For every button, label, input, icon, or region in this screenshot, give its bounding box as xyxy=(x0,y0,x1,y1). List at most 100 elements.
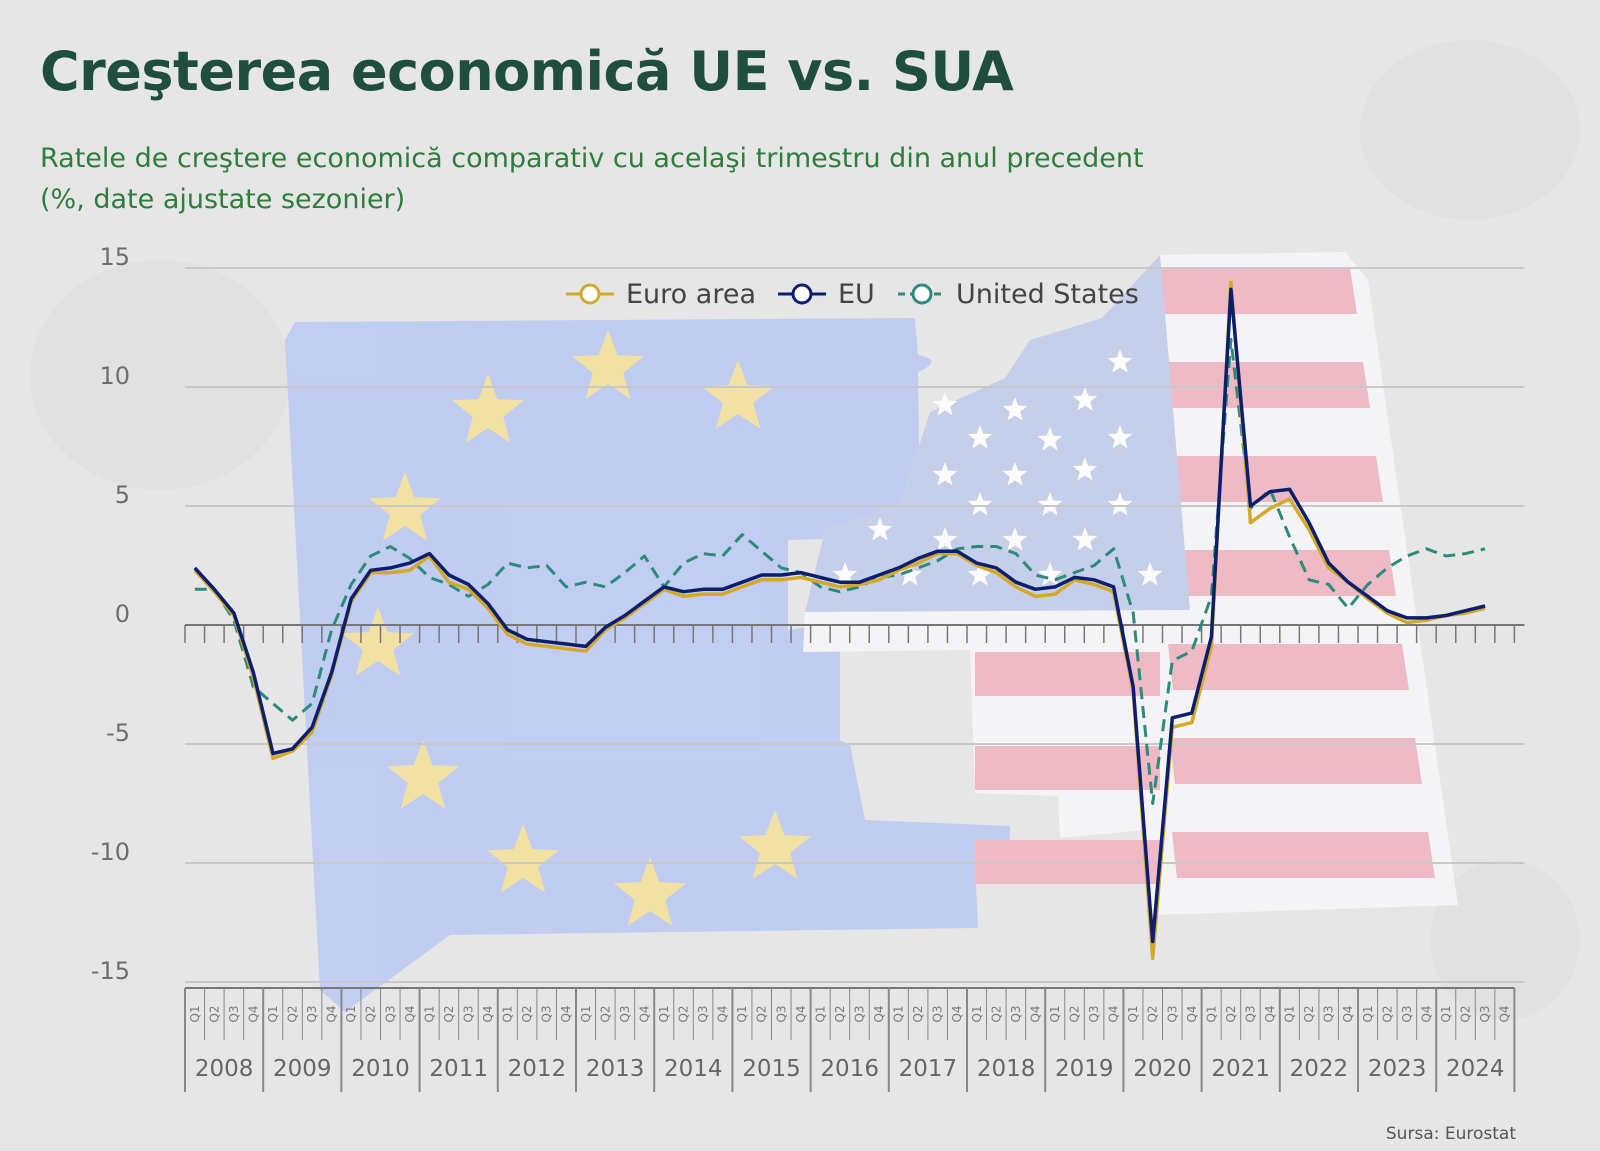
x-quarter-label: Q4 xyxy=(1028,1005,1042,1022)
us-star-icon xyxy=(1037,427,1063,451)
legend-label-eu: EU xyxy=(838,279,875,310)
us-star-icon xyxy=(1107,349,1133,373)
eu-star-icon xyxy=(701,360,775,429)
us-star-icon xyxy=(1037,492,1063,516)
us-flag-stripe xyxy=(975,746,1160,790)
x-year-label: 2014 xyxy=(664,1056,723,1082)
chart-legend: Euro area EU United States xyxy=(566,279,1139,310)
legend-marker-eu xyxy=(791,283,813,305)
x-quarter-label: Q3 xyxy=(1400,1005,1414,1022)
us-star-icon xyxy=(1072,387,1098,411)
us-flag-stripe xyxy=(975,652,1160,696)
subtitle-line-2: (%, date ajustate sezonier) xyxy=(40,184,406,215)
us-flag-canton xyxy=(805,255,1190,612)
us-flag-stripes xyxy=(805,255,1435,884)
y-tick-label: -5 xyxy=(106,719,130,747)
y-tick-label: 0 xyxy=(115,600,130,628)
x-quarter-label: Q1 xyxy=(579,1005,593,1022)
us-star-icon xyxy=(932,462,958,486)
x-quarter-label: Q4 xyxy=(1419,1005,1433,1022)
x-quarter-label: Q3 xyxy=(852,1005,866,1022)
us-star-icon xyxy=(1072,527,1098,551)
x-year-label: 2015 xyxy=(742,1056,801,1082)
us-star-icon xyxy=(897,562,923,586)
legend-item-united-states: United States xyxy=(898,279,1139,310)
x-quarter-label: Q3 xyxy=(696,1005,710,1022)
series-line-eu xyxy=(193,287,1486,944)
us-flag-stripe xyxy=(1166,550,1396,596)
x-quarter-label: Q2 xyxy=(520,1005,534,1022)
legend-item-euro-area: Euro area xyxy=(566,279,756,310)
x-quarter-label: Q1 xyxy=(892,1005,906,1022)
us-flag-stripe xyxy=(1162,362,1370,408)
x-year-label: 2011 xyxy=(429,1056,488,1082)
x-quarter-label: Q4 xyxy=(1263,1005,1277,1022)
x-axis: Q1 Q2 Q3 Q4 Q1 Q2 Q3 Q4 Q1 Q2 Q3 Q4 Q1 Q2 Q3 Q4 Q1 Q2 Q3 Q4… xyxy=(184,987,1516,1092)
background-map-shape xyxy=(30,260,290,490)
x-quarter-label: Q3 xyxy=(383,1005,397,1022)
eu-star-icon xyxy=(738,810,812,879)
x-quarter-label: Q4 xyxy=(872,1005,886,1022)
us-star-icon xyxy=(1002,462,1028,486)
x-quarter-label: Q4 xyxy=(794,1005,808,1022)
chart-title: Creşterea economică UE vs. SUA xyxy=(40,40,1014,103)
y-tick-label: 10 xyxy=(99,362,130,390)
background-map-shape xyxy=(1360,40,1580,220)
us-flag-stripe xyxy=(1160,268,1357,314)
x-quarter-label: Q4 xyxy=(1341,1005,1355,1022)
series-line-united-states xyxy=(194,337,1486,805)
us-star-icon xyxy=(1037,562,1063,586)
x-quarter-label: Q4 xyxy=(1185,1005,1199,1022)
x-quarter-label: Q2 xyxy=(598,1005,612,1022)
x-year-label: 2017 xyxy=(899,1056,958,1082)
x-quarter-label: Q2 xyxy=(1380,1005,1394,1022)
x-quarter-label: Q1 xyxy=(266,1005,280,1022)
y-tick-label: 15 xyxy=(99,243,130,271)
us-star-icon xyxy=(1072,457,1098,481)
subtitle-line-1: Ratele de creştere economică comparativ … xyxy=(40,143,1144,174)
y-tick-label: -10 xyxy=(91,838,130,866)
x-quarter-label: Q3 xyxy=(1087,1005,1101,1022)
x-year-label: 2009 xyxy=(273,1056,332,1082)
chart-series xyxy=(193,280,1486,960)
x-quarter-label: Q3 xyxy=(1243,1005,1257,1022)
us-star-icon xyxy=(932,527,958,551)
source-note: Sursa: Eurostat xyxy=(1385,1124,1516,1144)
x-quarter-label: Q3 xyxy=(618,1005,632,1022)
us-star-icon xyxy=(967,492,993,516)
x-quarter-label: Q2 xyxy=(286,1005,300,1022)
x-quarter-label: Q3 xyxy=(305,1005,319,1022)
us-star-icon xyxy=(1002,527,1028,551)
us-flag-stars xyxy=(832,349,1163,586)
x-year-label: 2010 xyxy=(351,1056,410,1082)
x-quarter-label: Q1 xyxy=(813,1005,827,1022)
x-quarter-label: Q4 xyxy=(1107,1005,1121,1022)
x-quarter-label: Q2 xyxy=(1302,1005,1316,1022)
x-year-label: 2008 xyxy=(195,1056,254,1082)
y-tick-label: -15 xyxy=(91,957,130,985)
x-year-label: 2021 xyxy=(1211,1056,1270,1082)
x-quarter-label: Q3 xyxy=(1165,1005,1179,1022)
x-quarter-label: Q4 xyxy=(950,1005,964,1022)
x-quarter-label: Q1 xyxy=(1048,1005,1062,1022)
x-quarter-label: Q4 xyxy=(559,1005,573,1022)
us-star-icon xyxy=(1137,562,1163,586)
us-flag-stripe xyxy=(1168,644,1409,690)
x-quarter-label: Q2 xyxy=(364,1005,378,1022)
x-year-label: 2024 xyxy=(1446,1056,1505,1082)
eu-star-icon xyxy=(451,374,525,443)
us-star-icon xyxy=(967,425,993,449)
x-year-label: 2013 xyxy=(586,1056,645,1082)
x-quarter-label: Q4 xyxy=(481,1005,495,1022)
x-year-label: 2022 xyxy=(1290,1056,1349,1082)
eu-star-icon xyxy=(341,607,415,676)
y-axis: 15 10 5 0 -5 -10 -15 xyxy=(91,243,1525,985)
x-quarter-label: Q1 xyxy=(735,1005,749,1022)
x-quarter-label: Q3 xyxy=(461,1005,475,1022)
x-quarter-label: Q1 xyxy=(1126,1005,1140,1022)
x-year-label: 2023 xyxy=(1368,1056,1427,1082)
x-year-label: 2016 xyxy=(820,1056,879,1082)
us-star-icon xyxy=(867,517,893,541)
x-quarter-label: Q1 xyxy=(1283,1005,1297,1022)
